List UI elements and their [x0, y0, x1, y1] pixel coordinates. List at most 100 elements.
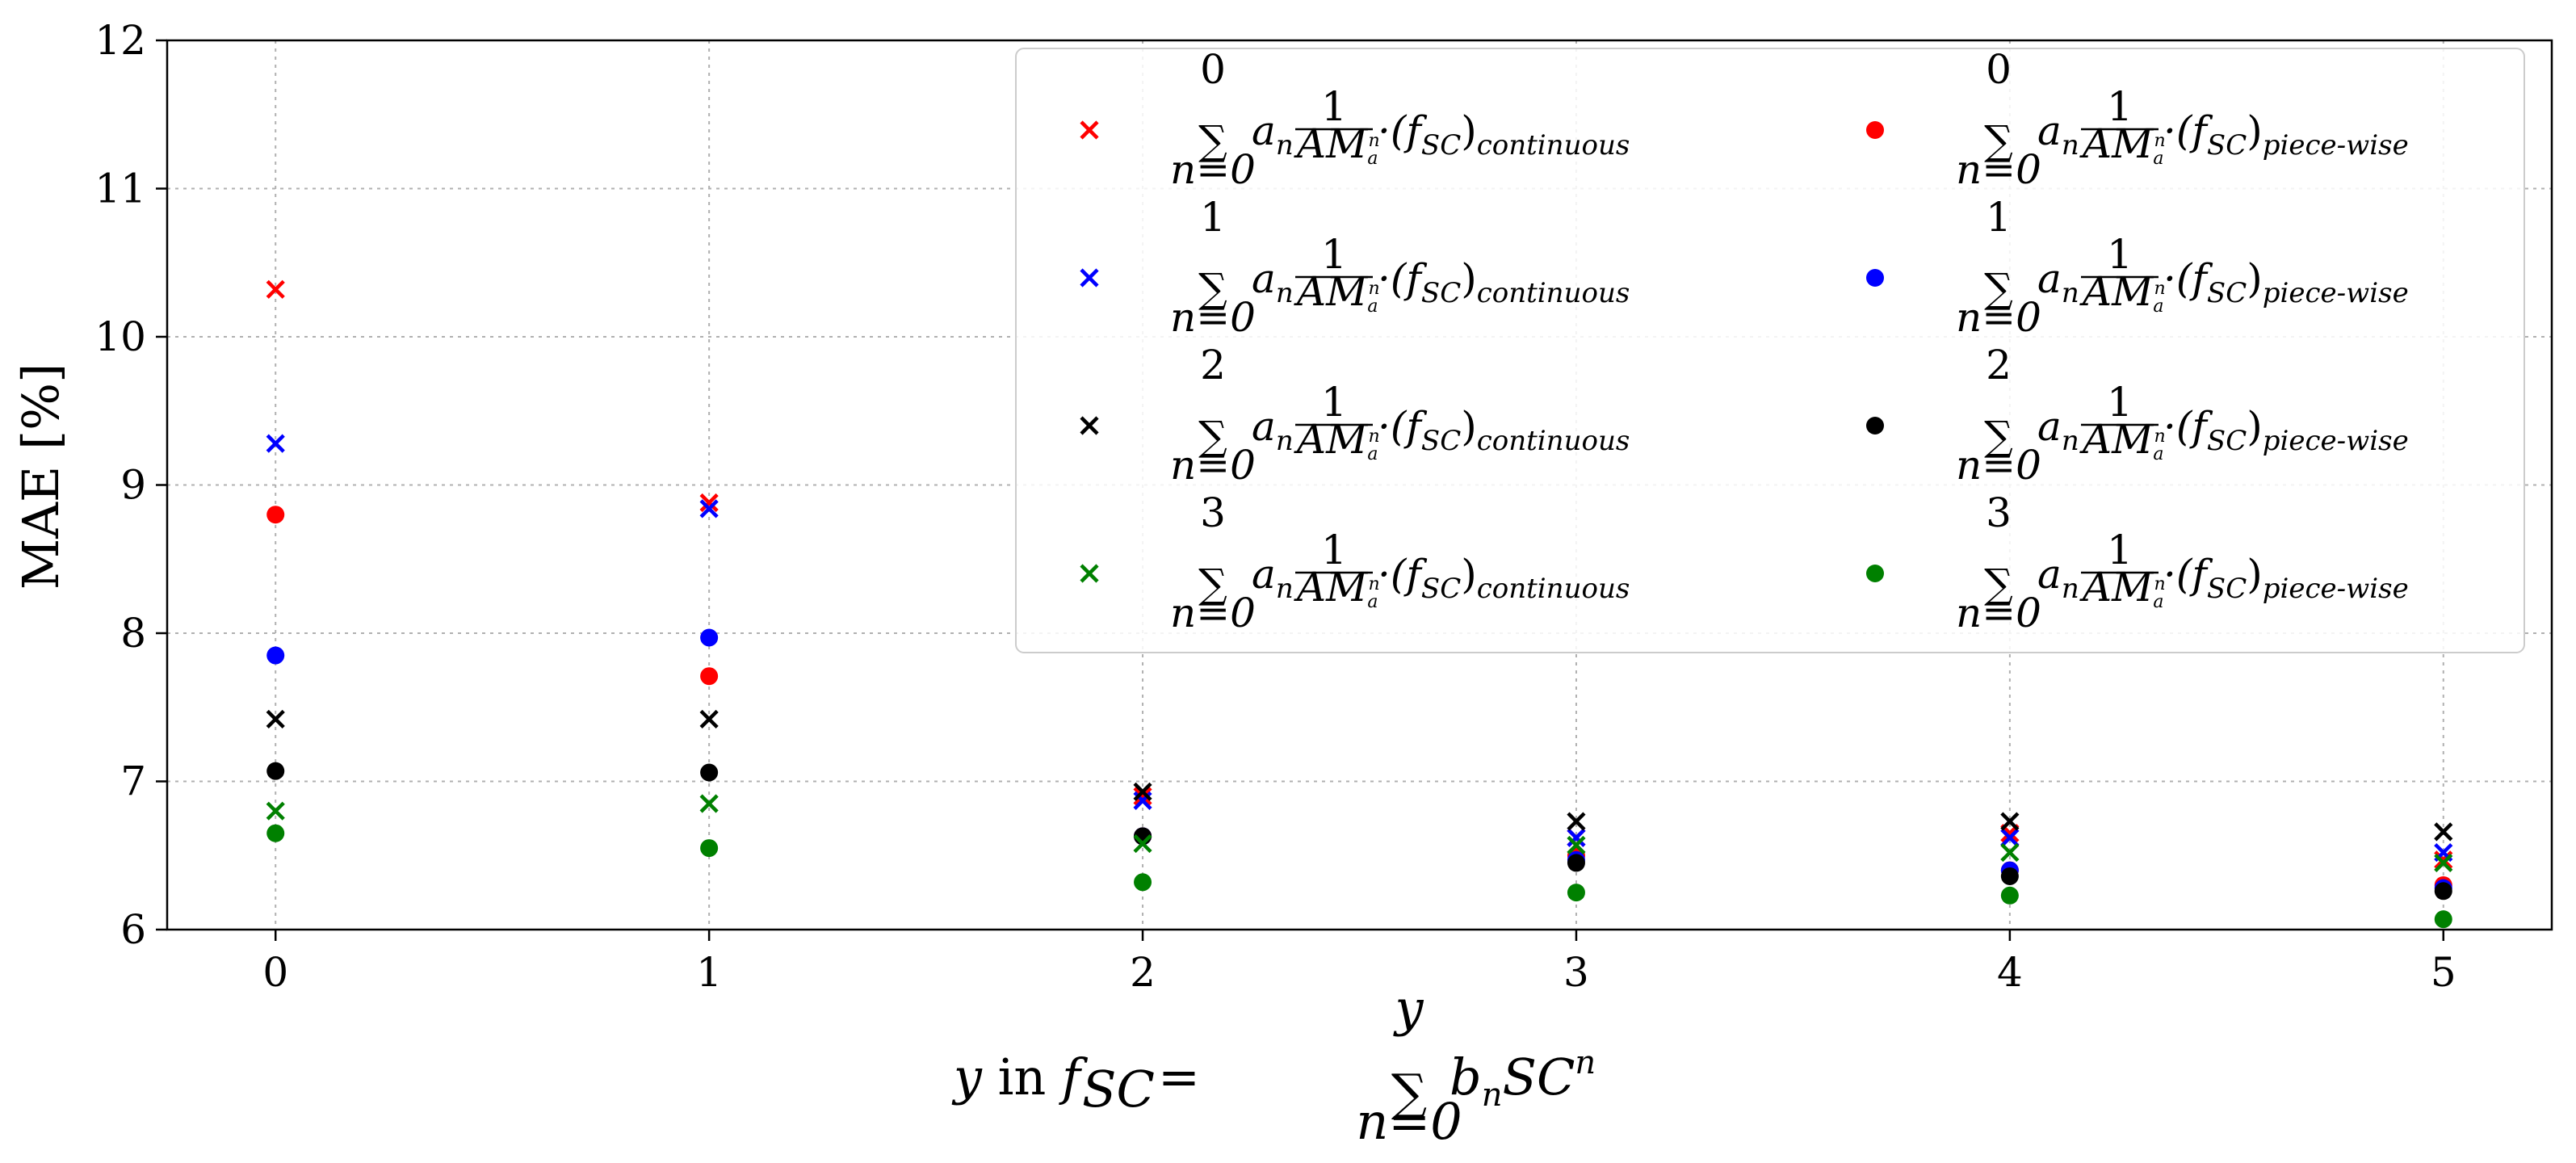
data-point [266, 434, 285, 453]
data-point [2000, 842, 2020, 863]
legend-coefficient: an [1252, 255, 1294, 309]
data-point [2434, 853, 2453, 873]
legend-marker [1080, 416, 1099, 435]
data-point [1133, 833, 1152, 854]
legend-coefficient: an [1252, 107, 1294, 162]
data-point [266, 709, 285, 729]
legend-function-label: ·(fSC)piece-wise [2163, 403, 2409, 457]
legend-frac-num: 1 [2107, 379, 2133, 426]
svg-text:∑: ∑ [1391, 1063, 1427, 1122]
series-piece-wise-1 [266, 628, 2452, 897]
data-point [2434, 882, 2452, 901]
legend-function-label: ·(fSC)piece-wise [2163, 551, 2409, 605]
data-point [700, 763, 719, 782]
legend-sum-top: 1 [1986, 194, 2012, 241]
legend-frac-num: 1 [1321, 231, 1347, 278]
data-point [2000, 828, 2020, 847]
legend-frac-num: 1 [1321, 527, 1347, 573]
legend-frac-den: AMan [1294, 268, 1380, 317]
legend-sum-sign: ∑ [1984, 265, 2013, 312]
legend-coefficient: an [2037, 403, 2079, 457]
legend-sum-sign: ∑ [1984, 561, 2013, 607]
legend-sum-top: 0 [1200, 46, 1226, 93]
x-tick-label: 1 [696, 949, 722, 996]
data-point [700, 667, 719, 686]
x-tick-label: 4 [1997, 949, 2023, 996]
data-point [1567, 812, 1586, 831]
data-point [266, 801, 285, 821]
data-point [1567, 884, 1585, 902]
data-point [700, 839, 719, 858]
data-point [1134, 873, 1152, 892]
data-point [1133, 782, 1152, 801]
legend-sum-bottom: n=0 [1170, 442, 1256, 489]
legend-marker [1866, 121, 1884, 139]
data-point [2000, 886, 2019, 905]
legend-sum-top: 0 [1986, 46, 2012, 93]
legend-sum-sign: ∑ [1198, 561, 1227, 607]
data-point [266, 824, 285, 842]
legend-coefficient: an [2037, 551, 2079, 605]
data-point [699, 499, 719, 519]
data-point [700, 628, 719, 647]
svg-text:=: = [1158, 1048, 1200, 1106]
legend-marker [1080, 120, 1099, 140]
y-tick-label: 9 [120, 462, 146, 509]
legend-marker [1080, 268, 1099, 288]
data-points [266, 279, 2453, 929]
legend-coefficient: an [1252, 403, 1294, 457]
legend-frac-den: AMan [2079, 564, 2166, 612]
legend-function-label: ·(fSC)continuous [1378, 403, 1630, 457]
legend-marker [1866, 269, 1884, 287]
legend-function-label: ·(fSC)continuous [1378, 255, 1630, 309]
data-point [2434, 850, 2453, 870]
legend: 0∑n=0an1AMan·(fSC)continuous1∑n=0an1AMan… [1015, 46, 2525, 653]
legend-frac-den: AMan [2079, 120, 2166, 169]
legend-frac-den: AMan [2079, 416, 2166, 464]
series-continuous-2 [266, 709, 2453, 842]
legend-sum-sign: ∑ [1198, 413, 1227, 460]
legend-coefficient: an [2037, 107, 2079, 162]
legend-box [1015, 48, 2525, 653]
legend-sum-sign: ∑ [1984, 413, 2013, 460]
data-point [266, 506, 285, 524]
legend-function-label: ·(fSC)continuous [1378, 107, 1630, 162]
legend-frac-den: AMan [1294, 416, 1380, 464]
legend-frac-num: 1 [1321, 379, 1347, 426]
data-point [699, 794, 719, 813]
svg-text:bnSCn: bnSCn [1450, 1044, 1596, 1114]
legend-frac-den: AMan [1294, 120, 1380, 169]
legend-sum-bottom: n=0 [1170, 294, 1256, 341]
legend-sum-top: 3 [1200, 489, 1226, 536]
y-axis-label: MAE [%] [11, 363, 70, 590]
legend-sum-sign: ∑ [1198, 265, 1227, 312]
data-point [2434, 822, 2453, 842]
svg-text:y: y [1392, 979, 1424, 1038]
legend-sum-top: 1 [1200, 194, 1226, 241]
legend-marker [1080, 564, 1099, 583]
plot-frame [166, 39, 2553, 931]
series-piece-wise-3 [266, 824, 2452, 929]
x-tick-label: 5 [2431, 949, 2456, 996]
legend-sum-bottom: n=0 [1170, 146, 1256, 193]
data-point [699, 709, 719, 729]
y-tick-label: 7 [120, 758, 146, 805]
data-point [266, 646, 285, 665]
series-piece-wise-2 [266, 762, 2452, 901]
data-point [2434, 910, 2452, 929]
legend-sum-top: 3 [1986, 489, 2012, 536]
y-tick-label: 11 [94, 166, 146, 212]
x-axis-label: y in f SC = y ∑ n=0 bnSCn [951, 979, 1596, 1151]
data-point [699, 493, 719, 513]
legend-frac-den: AMan [2079, 268, 2166, 317]
legend-coefficient: an [1252, 551, 1294, 605]
data-point [1567, 854, 1585, 872]
